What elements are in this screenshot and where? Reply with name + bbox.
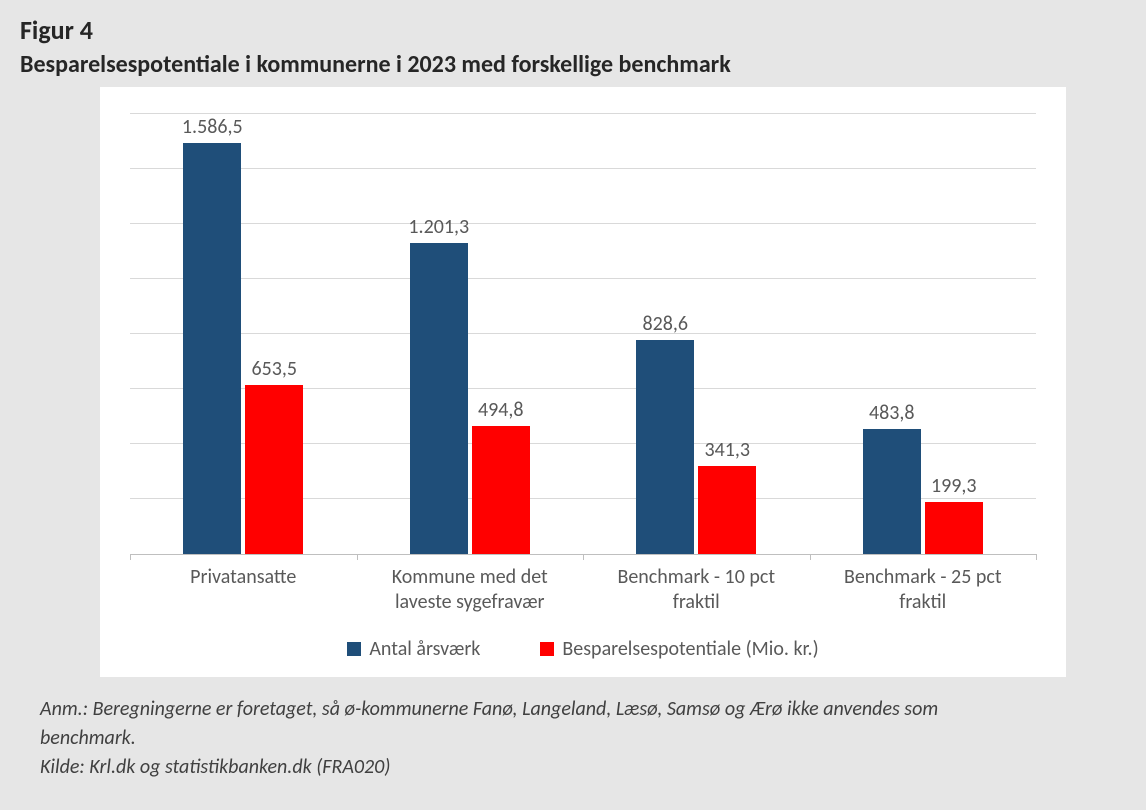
bar: 341,3 <box>698 466 756 554</box>
bar: 483,8 <box>863 429 921 554</box>
note-line: benchmark. <box>40 724 1106 753</box>
figure-container: Figur 4 Besparelsespotentiale i kommuner… <box>0 0 1146 792</box>
tick-mark <box>357 554 358 560</box>
bar-value-label: 1.586,5 <box>182 115 243 139</box>
bar: 828,6 <box>636 340 694 554</box>
bar-value-label: 483,8 <box>869 401 915 425</box>
x-axis-label: Benchmark - 10 pctfraktil <box>583 565 810 615</box>
bar-value-label: 828,6 <box>642 312 688 336</box>
grid-line <box>130 168 1036 169</box>
x-axis-label: Kommune med detlaveste sygefravær <box>357 565 584 615</box>
legend-item: Besparelsespotentiale (Mio. kr.) <box>540 637 818 661</box>
tick-mark <box>810 554 811 560</box>
legend-label: Antal årsværk <box>369 637 480 661</box>
x-axis-label: Privatansatte <box>130 565 357 615</box>
grid-line <box>130 113 1036 114</box>
figure-notes: Anm.: Beregningerne er foretaget, så ø-k… <box>20 677 1126 782</box>
bar-value-label: 653,5 <box>251 357 297 381</box>
legend-label: Besparelsespotentiale (Mio. kr.) <box>562 637 818 661</box>
figure-number: Figur 4 <box>20 14 1126 46</box>
bar-value-label: 199,3 <box>931 474 977 498</box>
bar-value-label: 1.201,3 <box>408 215 469 239</box>
note-line: Anm.: Beregningerne er foretaget, så ø-k… <box>40 695 1106 724</box>
tick-mark <box>583 554 584 560</box>
x-axis-label: Benchmark - 25 pctfraktil <box>810 565 1037 615</box>
tick-mark <box>130 554 131 560</box>
bar: 494,8 <box>472 426 530 554</box>
legend: Antal årsværk Besparelsespotentiale (Mio.… <box>120 637 1046 667</box>
chart-panel: 1.586,5653,51.201,3494,8828,6341,3483,81… <box>100 87 1066 677</box>
bar: 1.201,3 <box>410 243 468 554</box>
bar-value-label: 341,3 <box>704 438 750 462</box>
legend-item: Antal årsværk <box>347 637 480 661</box>
grid-line <box>130 333 1036 334</box>
plot-area: 1.586,5653,51.201,3494,8828,6341,3483,81… <box>130 115 1036 555</box>
grid-line <box>130 223 1036 224</box>
source-line: Kilde: Krl.dk og statistikbanken.dk (FRA… <box>40 753 1106 782</box>
bar: 199,3 <box>925 502 983 554</box>
x-axis-labels: PrivatansatteKommune med detlaveste syge… <box>130 565 1036 615</box>
bar-value-label: 494,8 <box>478 398 524 422</box>
bar: 1.586,5 <box>183 143 241 554</box>
legend-swatch <box>540 642 554 656</box>
legend-swatch <box>347 642 361 656</box>
bar: 653,5 <box>245 385 303 554</box>
figure-title: Besparelsespotentiale i kommunerne i 202… <box>20 50 1126 79</box>
grid-line <box>130 278 1036 279</box>
tick-mark <box>1036 554 1037 560</box>
